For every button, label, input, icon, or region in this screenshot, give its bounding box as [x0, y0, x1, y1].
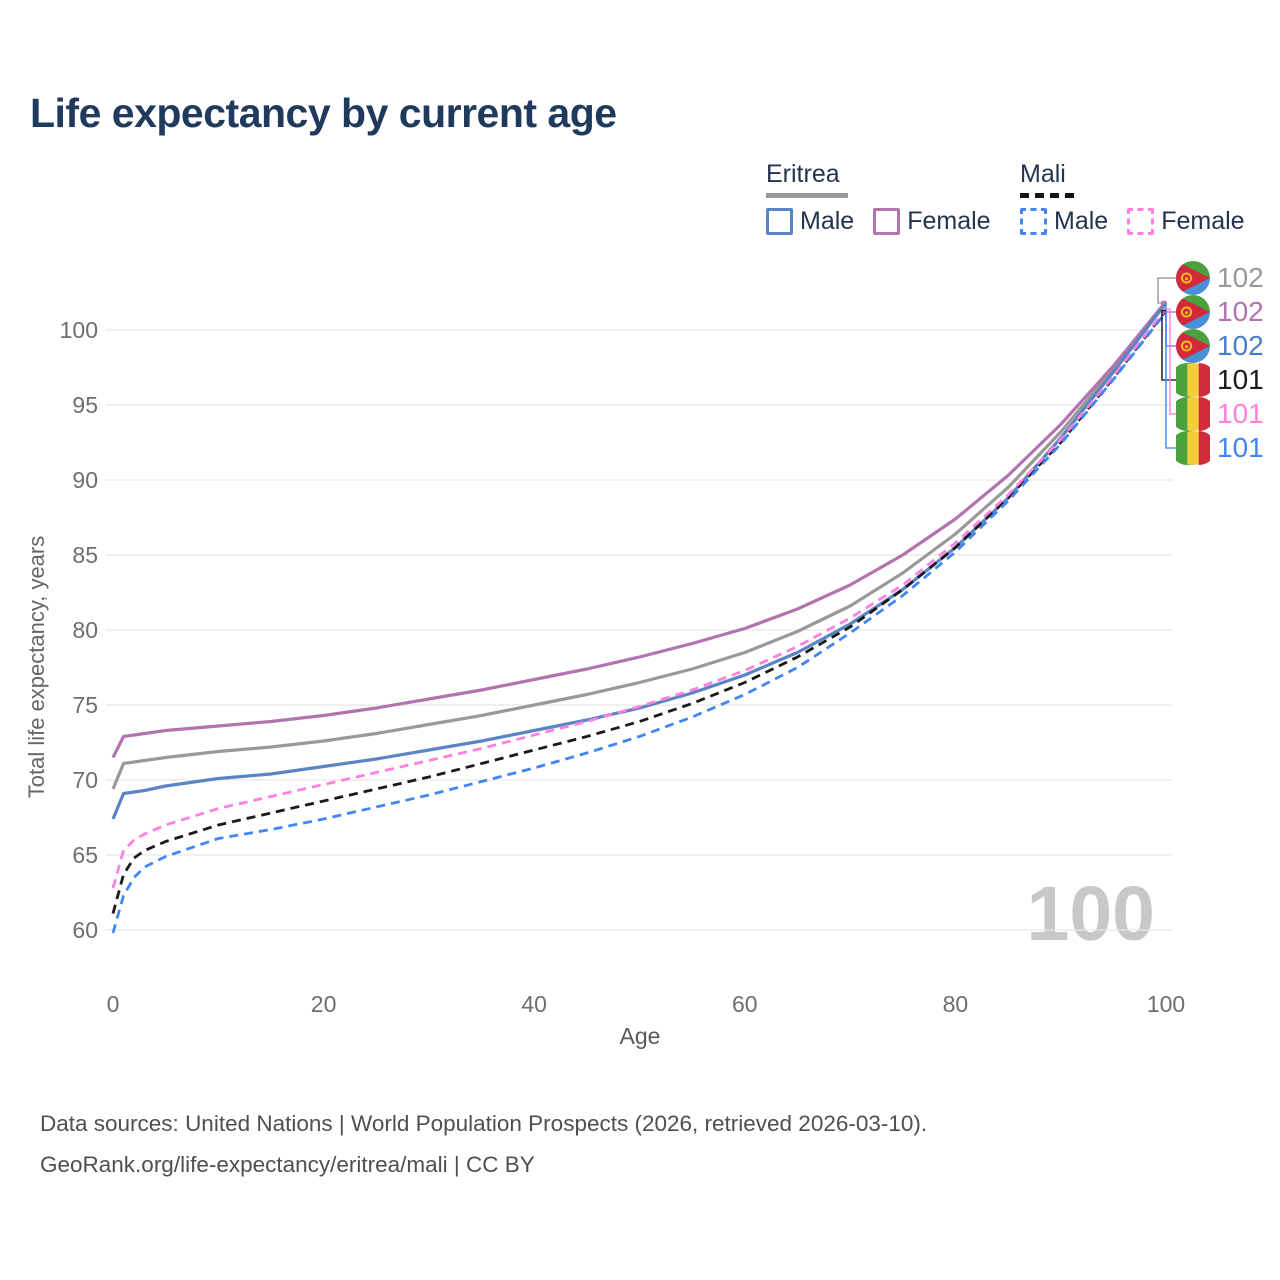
- y-tick-label: 65: [72, 842, 98, 868]
- eritrea-line-style-sample: [766, 192, 848, 198]
- x-tick-label: 80: [943, 991, 969, 1017]
- chart-canvas[interactable]: 60 65 70 75 80 85 90 95 100 0 20 40 60 80 100 Age Total …: [0, 250, 1280, 1050]
- series-line[interactable]: [111, 308, 1168, 889]
- legend-item-label: Male: [1054, 206, 1109, 235]
- end-label-connector: [1165, 312, 1176, 449]
- series-line[interactable]: [111, 311, 1168, 934]
- chart-title: Life expectancy by current age: [30, 90, 617, 136]
- x-axis-title: Age: [620, 1023, 661, 1049]
- legend-item-mali-male[interactable]: Male: [1020, 207, 1108, 236]
- mali-male-swatch-icon: [1020, 207, 1047, 235]
- end-value: 102: [1217, 296, 1264, 327]
- footer-sources-line: Data sources: United Nations | World Pop…: [40, 1111, 928, 1136]
- mali-line-style-sample: [1020, 192, 1074, 198]
- y-tick-label: 80: [72, 617, 98, 643]
- legend-country-mali[interactable]: Mali: [1020, 160, 1245, 198]
- y-tick-label: 70: [72, 767, 98, 793]
- series-end-label: 101: [1176, 363, 1264, 397]
- series-line[interactable]: [111, 302, 1168, 820]
- series-line[interactable]: [111, 300, 1168, 759]
- legend-item-label: Female: [907, 206, 991, 235]
- x-tick-label: 0: [107, 991, 120, 1017]
- x-tick-label: 60: [732, 991, 758, 1017]
- end-value: 102: [1217, 262, 1264, 293]
- series-end-label: 101: [1176, 431, 1264, 465]
- x-tick-label: 100: [1147, 991, 1185, 1017]
- legend-item-eritrea-male[interactable]: Male: [766, 207, 854, 236]
- legend-country-eritrea[interactable]: Eritrea: [766, 160, 991, 198]
- y-tick-label: 85: [72, 542, 98, 568]
- eritrea-flag-icon: [1176, 329, 1210, 363]
- mali-flag-icon: [1176, 363, 1210, 397]
- end-label-connector: [1166, 308, 1176, 415]
- mali-flag-icon: [1176, 431, 1210, 465]
- mali-female-swatch-icon: [1127, 207, 1155, 235]
- eritrea-flag-icon: [1176, 261, 1210, 295]
- series-end-label: 102: [1176, 329, 1264, 363]
- legend-item-label: Male: [800, 206, 855, 235]
- series-end-label: 102: [1176, 261, 1264, 295]
- end-value: 101: [1217, 398, 1264, 429]
- x-tick-label: 40: [521, 991, 547, 1017]
- footer-attribution-line: GeoRank.org/life-expectancy/eritrea/mali…: [40, 1151, 535, 1177]
- y-tick-label: 75: [72, 692, 98, 718]
- eritrea-female-swatch-icon: [873, 207, 901, 235]
- y-axis-title: Total life expectancy, years: [24, 536, 49, 799]
- end-label-connector: [1161, 309, 1176, 381]
- series-end-label: 101: [1176, 397, 1264, 431]
- y-tick-label: 90: [72, 467, 98, 493]
- end-value: 102: [1217, 330, 1264, 361]
- y-tick-label: 60: [72, 917, 98, 943]
- legend-item-eritrea-female[interactable]: Female: [873, 206, 991, 236]
- y-tick-label: 95: [72, 392, 98, 418]
- end-label-connector: [1161, 300, 1176, 313]
- legend-item-mali-female[interactable]: Female: [1127, 206, 1245, 236]
- footer: Data sources: United Nations | World Pop…: [40, 1104, 927, 1185]
- mali-flag-icon: [1176, 397, 1210, 431]
- x-tick-label: 20: [311, 991, 337, 1017]
- legend-group-mali: Mali Male Female: [1020, 160, 1245, 236]
- end-value: 101: [1217, 432, 1264, 463]
- legend-country-label: Mali: [1020, 160, 1066, 188]
- y-tick-label: 100: [60, 317, 98, 343]
- legend-item-label: Female: [1161, 206, 1245, 235]
- series-end-label: 102: [1176, 295, 1264, 329]
- eritrea-flag-icon: [1176, 295, 1210, 329]
- series-line[interactable]: [111, 302, 1168, 790]
- end-value: 101: [1217, 364, 1264, 395]
- series-line[interactable]: [111, 309, 1168, 914]
- legend-country-label: Eritrea: [766, 160, 840, 188]
- legend-group-eritrea: Eritrea Male Female: [766, 160, 991, 236]
- age-counter-watermark: 100: [1026, 871, 1155, 957]
- end-label-connector: [1157, 277, 1176, 304]
- eritrea-male-swatch-icon: [766, 207, 793, 235]
